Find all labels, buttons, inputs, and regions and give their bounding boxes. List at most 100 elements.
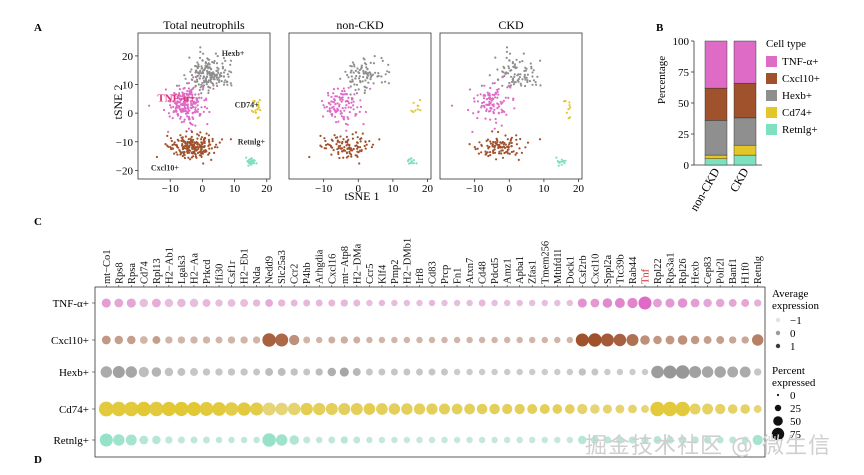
tsne-point	[501, 146, 504, 149]
tsne-point	[201, 88, 204, 91]
tsne-point	[189, 70, 192, 73]
dotplot-dot	[315, 436, 323, 444]
tsne-point	[179, 115, 182, 118]
tsne-point	[499, 145, 502, 148]
tsne-point	[180, 111, 183, 114]
dotplot-dot	[215, 299, 223, 307]
tsne-point	[193, 144, 196, 147]
tsne-point	[510, 69, 513, 72]
tsne-point	[201, 59, 204, 62]
tsne-point	[349, 93, 352, 96]
tsne-point	[190, 68, 193, 71]
bar-legend-label: Hexb+	[782, 90, 812, 102]
tsne-point	[349, 64, 352, 68]
dotplot-dot	[528, 436, 536, 444]
tsne-point	[197, 108, 200, 111]
tsne-point	[229, 82, 232, 85]
tsne-point	[330, 100, 333, 103]
dotplot-dot	[503, 336, 511, 344]
tsne-point	[491, 82, 494, 85]
tsne-point	[559, 160, 562, 163]
dotplot-dot	[278, 299, 286, 307]
tsne-xtick-label: 0	[200, 183, 206, 195]
tsne-point	[506, 138, 509, 141]
tsne-point	[352, 104, 355, 107]
tsne-point	[568, 116, 572, 119]
legend-pct-label: 0	[790, 390, 796, 402]
dotplot-gene-label: Rpl22	[653, 258, 664, 284]
dotplot-dot	[628, 404, 637, 414]
tsne-point	[496, 68, 499, 71]
dotplot-dot	[491, 299, 498, 307]
tsne-point	[180, 139, 183, 142]
bar-ytick-label: 100	[673, 36, 690, 48]
dotplot-dot	[338, 403, 351, 415]
legend-pct-swatch	[776, 393, 780, 397]
tsne-point	[353, 93, 356, 96]
tsne-point	[467, 108, 470, 112]
legend-pct-swatch	[771, 427, 785, 441]
dotplot-dot	[240, 299, 249, 307]
tsne-point	[505, 71, 508, 74]
legend-pct-label: 25	[790, 403, 802, 415]
tsne-point	[215, 82, 218, 85]
dotplot-gene-label: mt−Co1	[102, 249, 113, 284]
tsne-point	[501, 84, 504, 87]
tsne-point	[362, 69, 365, 73]
tsne-point	[522, 52, 525, 55]
dotplot-dot	[328, 436, 336, 444]
dotplot-dot	[378, 436, 386, 444]
tsne-point	[197, 93, 200, 96]
tsne-point	[211, 140, 214, 143]
tsne-point	[523, 69, 526, 72]
tsne-point	[195, 156, 198, 159]
tsne-point	[410, 109, 413, 112]
tsne-point	[196, 61, 199, 64]
dotplot-gene-label: Mthfd1l	[553, 250, 564, 285]
tsne-point	[203, 140, 206, 143]
tsne-point	[211, 76, 214, 79]
tsne-point	[515, 58, 518, 61]
tsne-point	[560, 158, 564, 161]
dotplot-dot	[177, 368, 186, 376]
dotplot-row-label: Cd74+	[59, 404, 89, 416]
tsne-point	[477, 110, 480, 113]
tsne-point	[339, 110, 342, 113]
tsne-point	[209, 72, 212, 75]
tsne-point	[409, 157, 413, 160]
dotplot-dot	[675, 365, 690, 379]
tsne-point	[198, 77, 201, 80]
tsne-point	[496, 107, 499, 110]
dotplot-dot	[602, 298, 613, 308]
tsne-point	[507, 67, 511, 70]
tsne-xtick-label: 20	[422, 183, 434, 195]
dotplot-dot	[275, 434, 288, 446]
tsne-point	[184, 112, 188, 115]
tsne-point	[353, 83, 356, 86]
tsne-point	[487, 110, 491, 113]
dotplot-dot	[613, 333, 627, 347]
tsne-point	[210, 158, 213, 161]
dotplot-dot	[441, 436, 448, 444]
tsne-point	[350, 69, 353, 72]
tsne-ytick-label: 20	[122, 51, 134, 63]
tsne-point	[354, 131, 358, 134]
dotplot-dot	[174, 401, 189, 417]
tsne-point	[338, 96, 341, 99]
tsne-point	[498, 150, 501, 153]
legend-avg-label: 1	[790, 341, 796, 353]
tsne-point	[333, 134, 336, 137]
dotplot-dot	[252, 336, 261, 344]
tsne-point	[485, 98, 489, 101]
dotplot-dot	[701, 366, 714, 378]
tsne-point	[197, 65, 200, 68]
tsne-point	[224, 59, 227, 63]
tsne-point	[326, 143, 329, 146]
tsne-point	[367, 81, 370, 84]
dotplot-dot	[662, 401, 678, 417]
tsne-point	[531, 83, 534, 86]
tsne-point	[167, 145, 170, 148]
tsne-point	[215, 75, 218, 78]
dotplot-dot	[413, 403, 426, 415]
tsne-point	[492, 149, 495, 152]
